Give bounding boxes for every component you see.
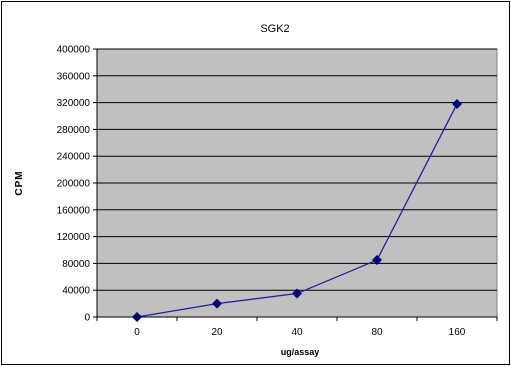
data-point-marker xyxy=(132,312,142,322)
x-axis-ticks: 0 20 40 80 160 xyxy=(96,317,498,338)
y-axis-label: CPM xyxy=(14,170,25,195)
gridlines xyxy=(97,48,497,291)
y-tick-label: 200000 xyxy=(57,179,91,190)
data-point-marker xyxy=(372,255,382,266)
x-tick-label: 160 xyxy=(449,327,466,338)
y-tick-label: 320000 xyxy=(57,98,91,109)
x-tick-label: 80 xyxy=(371,327,383,338)
y-tick-label: 120000 xyxy=(57,232,91,243)
x-tick-label: 20 xyxy=(211,327,223,338)
x-axis-label: ug/assay xyxy=(281,347,320,357)
data-point-marker xyxy=(212,298,222,309)
y-tick-label: 0 xyxy=(84,313,90,324)
y-tick-label: 160000 xyxy=(57,205,91,216)
data-point-marker xyxy=(292,288,302,299)
y-axis-ticks: 0 40000 80000 120000 160000 200000 240000 28000… xyxy=(57,45,97,324)
y-tick-label: 360000 xyxy=(57,71,91,82)
x-tick-label: 0 xyxy=(134,327,140,338)
chart-title: SGK2 xyxy=(260,23,289,35)
x-tick-label: 40 xyxy=(291,327,303,338)
data-point-marker xyxy=(452,98,462,109)
y-tick-label: 280000 xyxy=(57,125,91,136)
y-tick-label: 400000 xyxy=(57,45,91,56)
series-markers xyxy=(132,98,462,322)
y-tick-label: 240000 xyxy=(57,152,91,163)
y-tick-label: 40000 xyxy=(62,286,90,297)
y-tick-label: 80000 xyxy=(62,259,90,270)
